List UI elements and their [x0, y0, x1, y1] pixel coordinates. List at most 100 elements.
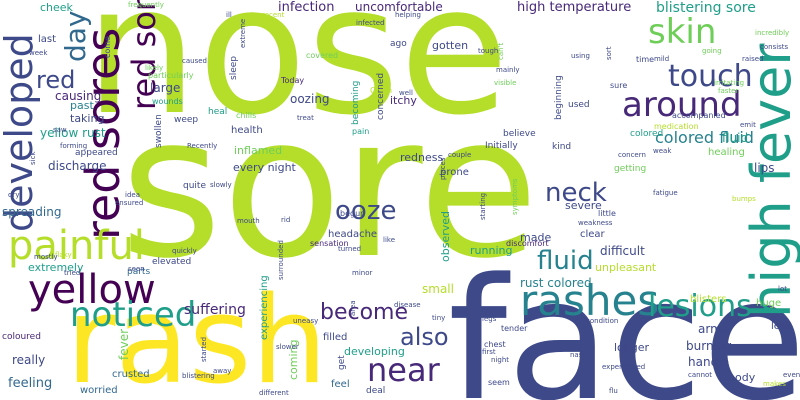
word: handle	[688, 355, 729, 369]
word: mostly	[34, 253, 58, 261]
word: forming	[60, 142, 88, 150]
word: recent	[262, 11, 285, 19]
word: neck	[545, 178, 607, 208]
word: leak	[771, 321, 792, 332]
word: concern	[618, 151, 646, 159]
word: frequently	[128, 1, 164, 9]
word: heal	[208, 107, 228, 117]
word: lesions	[648, 289, 752, 324]
word: itchy	[390, 94, 417, 107]
word: prone	[440, 167, 469, 178]
word: chills	[236, 111, 257, 120]
word: uncomfortable	[355, 0, 443, 14]
word: health	[231, 125, 263, 136]
word: high temperature	[517, 0, 632, 15]
word: running	[470, 244, 513, 257]
word: causing	[55, 89, 102, 103]
word: places	[439, 157, 447, 180]
word: disease	[394, 301, 421, 309]
word: turned	[338, 245, 362, 253]
word: quickly	[172, 247, 197, 255]
word: legs	[482, 315, 497, 323]
word: spreading	[2, 205, 62, 219]
word: gotten	[432, 39, 469, 52]
word: flu	[609, 387, 618, 395]
word: accompanied	[672, 111, 726, 120]
word: raised	[742, 55, 764, 63]
word: crusted	[112, 369, 150, 380]
word: fluid	[722, 131, 749, 145]
word: touch	[668, 59, 753, 94]
word: small	[422, 282, 454, 296]
word: concerned	[376, 72, 386, 120]
word: idea	[125, 191, 140, 199]
word: makes	[763, 380, 786, 388]
word: coloured	[2, 332, 41, 342]
word: colored fluid	[655, 128, 754, 147]
word: weep	[174, 115, 199, 125]
word: sleep	[229, 56, 239, 80]
word: little	[598, 209, 616, 218]
word: discomfort	[506, 239, 549, 248]
word: lips	[754, 161, 775, 175]
word: getting	[614, 164, 647, 174]
word: developed	[0, 33, 41, 232]
word: blistering sore	[656, 0, 756, 16]
word: medication	[654, 122, 699, 131]
word: healing	[708, 147, 745, 158]
word: begun	[340, 209, 366, 218]
word: tough	[478, 47, 499, 55]
word: near	[367, 351, 440, 389]
word: nose	[85, 0, 509, 154]
word: sick	[29, 151, 37, 166]
word: clear	[580, 229, 605, 240]
word: large	[150, 81, 181, 95]
word: mild	[654, 55, 670, 63]
word: ensured	[115, 199, 144, 207]
word: headache	[328, 229, 378, 240]
word: get	[337, 355, 347, 370]
word: can't	[497, 42, 505, 60]
word: couple	[448, 151, 472, 159]
word: longer	[614, 341, 650, 354]
word: rash	[66, 272, 328, 400]
word: sure	[610, 81, 628, 90]
word: Often	[370, 86, 393, 95]
word: like	[383, 236, 396, 244]
word: fever	[117, 328, 131, 360]
word: mainly	[496, 66, 520, 74]
word: saw	[53, 126, 67, 134]
word: fatigue	[653, 189, 678, 197]
word: rashes	[520, 276, 660, 325]
word: unpleasant	[595, 261, 657, 274]
word: redness	[400, 151, 444, 164]
word: worried	[80, 385, 118, 396]
word: wounds	[152, 97, 183, 106]
word: ago	[390, 39, 407, 49]
word: chest	[484, 340, 506, 349]
word: slowly	[210, 181, 232, 189]
word: sort	[605, 46, 613, 60]
word: sensation	[310, 239, 349, 248]
word: bumps	[732, 195, 756, 203]
word: dry	[8, 191, 20, 199]
word: fluid	[537, 246, 594, 276]
word: become	[320, 300, 409, 325]
word: lot	[778, 285, 787, 293]
word: slower	[276, 343, 299, 351]
word: burning	[686, 339, 733, 353]
word: high fever	[740, 43, 800, 318]
word: nasal	[570, 351, 589, 359]
word: week	[29, 49, 48, 57]
word: used	[568, 100, 590, 110]
word: started	[200, 336, 208, 362]
word: helping	[395, 11, 421, 19]
word: area	[349, 300, 357, 316]
word: away	[213, 367, 232, 375]
word: day	[59, 10, 92, 62]
word: Initially	[485, 141, 518, 151]
word: using	[571, 52, 590, 60]
word: extreme	[239, 18, 247, 48]
word: starting	[479, 192, 487, 220]
